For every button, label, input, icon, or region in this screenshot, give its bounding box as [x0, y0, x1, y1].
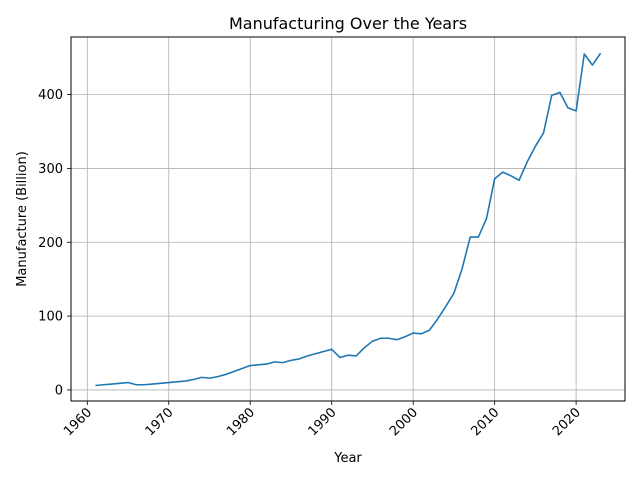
y-tick-label: 100: [38, 310, 63, 325]
y-tick-label: 300: [38, 162, 63, 177]
x-axis-label: Year: [333, 451, 362, 466]
series-group: [95, 52, 602, 387]
chart-title: Manufacturing Over the Years: [229, 14, 467, 33]
y-tick-label: 0: [55, 383, 63, 398]
y-tick-label: 400: [38, 88, 63, 103]
series-line: [95, 52, 602, 387]
y-axis-label: Manufacture (Billion): [15, 151, 30, 287]
y-tick-label: 200: [38, 236, 63, 251]
grid-lines: [71, 37, 625, 401]
plot-frame: [70, 36, 626, 402]
